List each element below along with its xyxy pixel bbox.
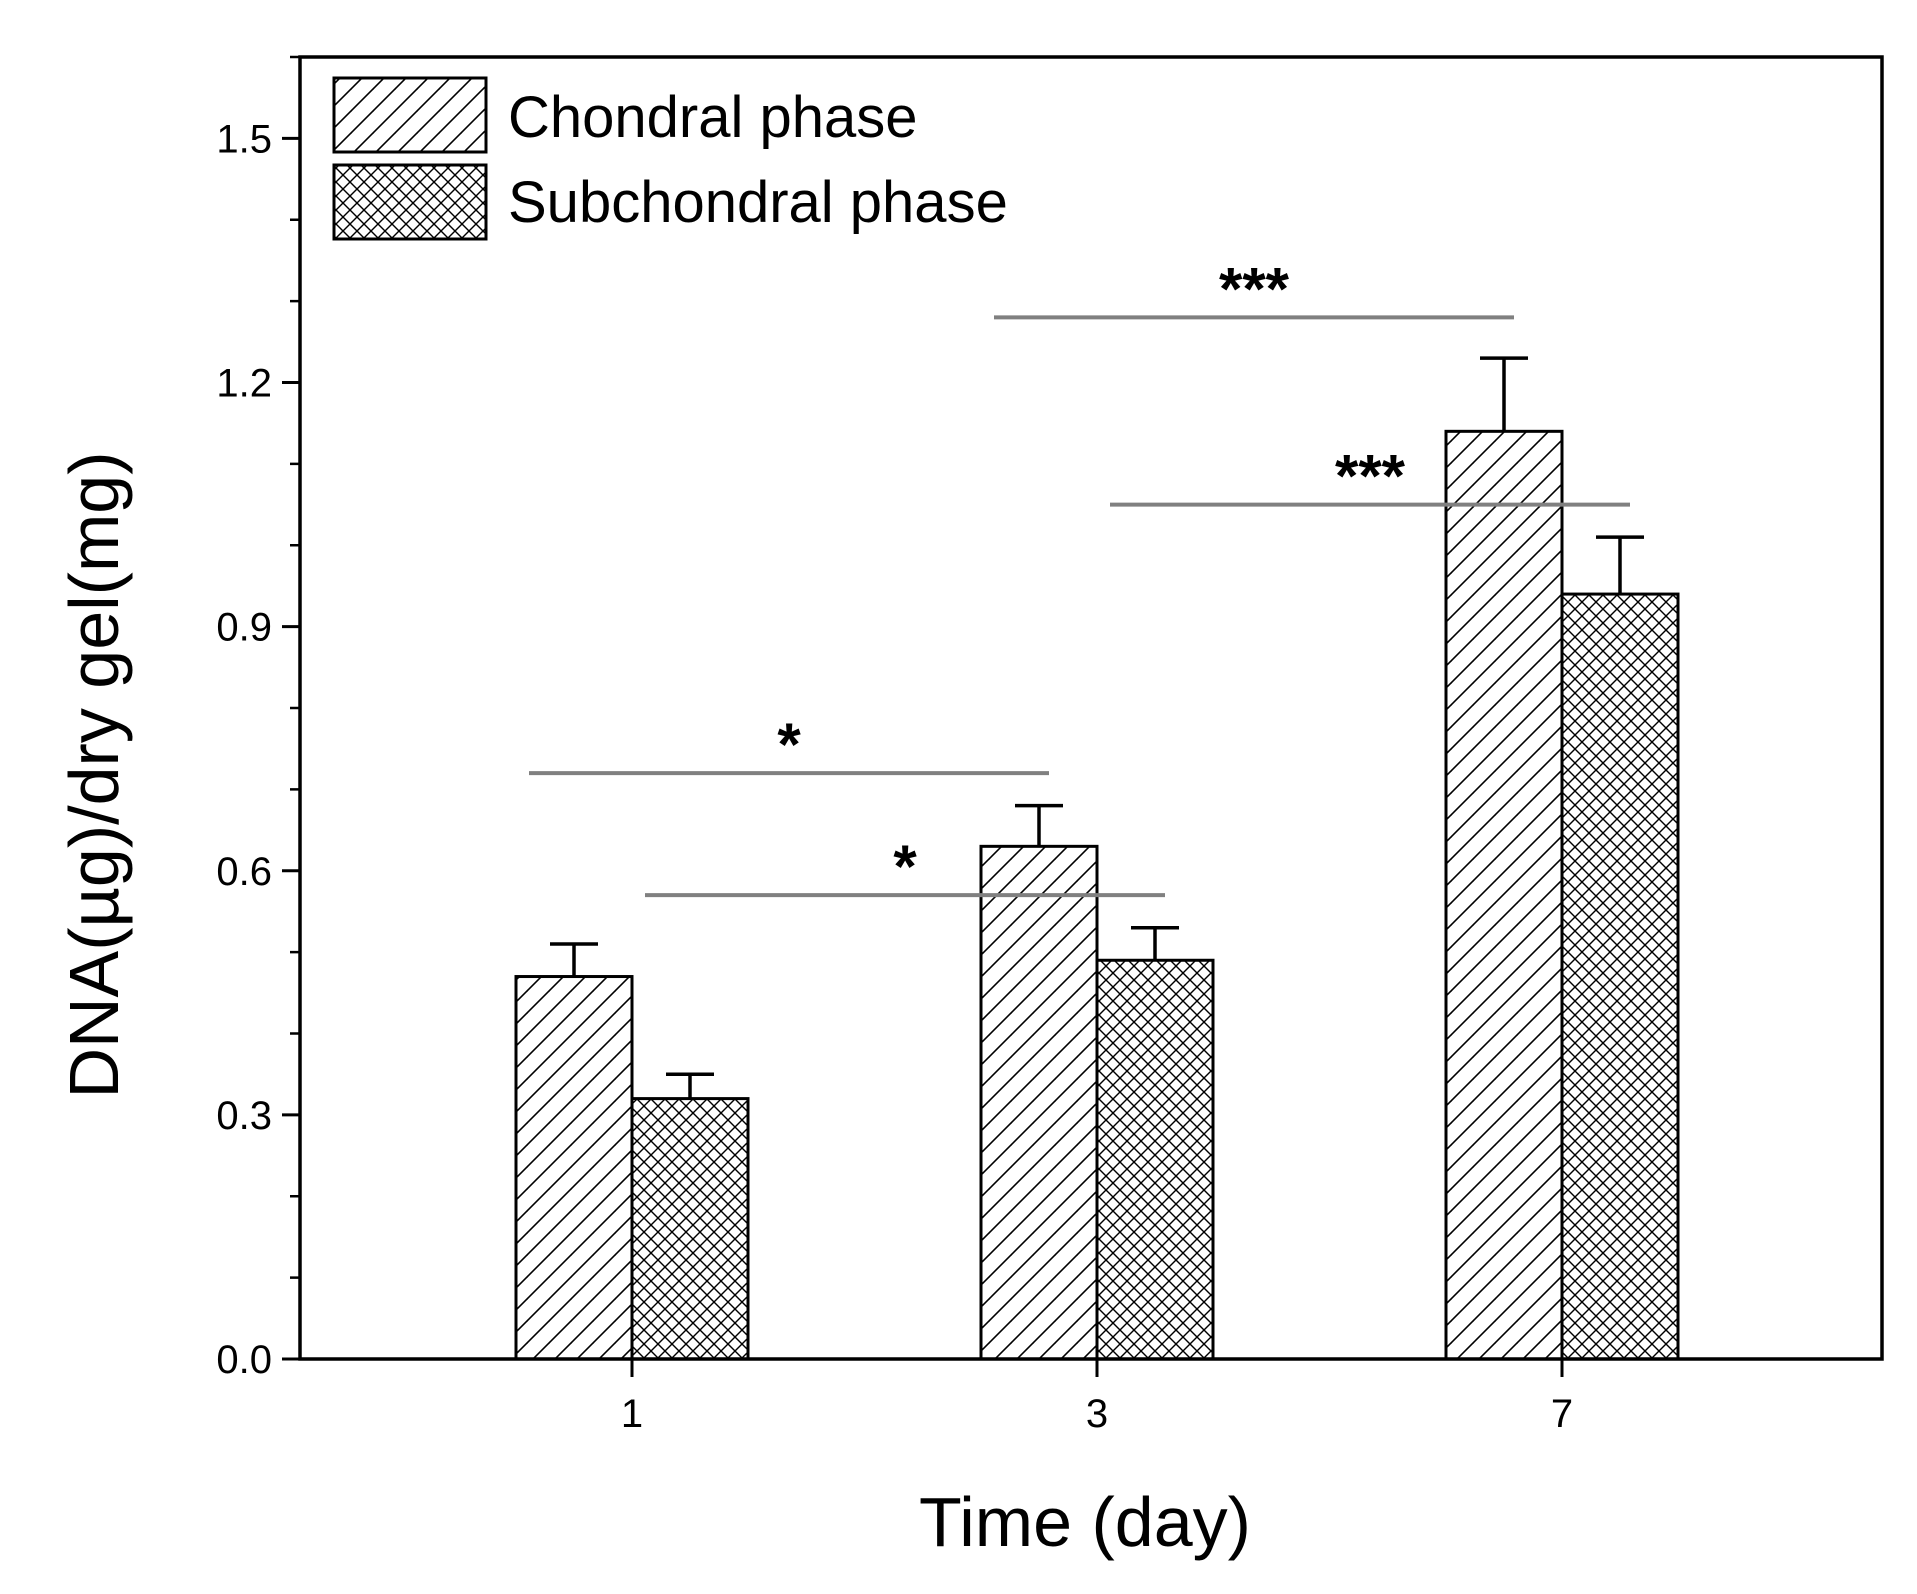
legend-label-subchondral: Subchondral phase	[508, 170, 1008, 235]
legend-label-chondral: Chondral phase	[508, 85, 918, 150]
bar-chondral-day-1	[514, 975, 634, 1361]
legend-item-chondral: Chondral phase	[332, 76, 918, 154]
significance-label-4: ***	[1335, 443, 1406, 510]
x-axis-title: Time (day)	[919, 1483, 1251, 1561]
y-tick-label-0.9: 0.9	[216, 606, 272, 650]
legend-swatch-chondral	[332, 76, 488, 154]
bar-subchondral-day-1	[630, 1097, 750, 1361]
y-tick-label-0.3: 0.3	[216, 1094, 272, 1138]
significance-markers: ********	[529, 255, 1630, 900]
legend: Chondral phase Subchondral phase	[332, 76, 1008, 241]
y-axis-title: DNA(µg)/dry gel(mg)	[55, 451, 133, 1098]
error-bars	[550, 356, 1644, 1099]
x-tick-label-3: 3	[1086, 1392, 1108, 1436]
bar-chondral-day-3	[979, 844, 1099, 1361]
significance-label-1: *	[777, 711, 801, 778]
significance-label-2: *	[893, 833, 917, 900]
y-tick-label-1.5: 1.5	[216, 117, 272, 161]
significance-label-3: ***	[1219, 255, 1290, 322]
y-tick-label-0.6: 0.6	[216, 850, 272, 894]
legend-swatch-subchondral	[332, 163, 488, 241]
legend-item-subchondral: Subchondral phase	[332, 163, 1008, 241]
axes: 0.0 0.3 0.6 0.9 1.2 1.5 1 3 7	[216, 55, 1573, 1436]
y-tick-label-1.2: 1.2	[216, 362, 272, 406]
x-tick-label-1: 1	[621, 1392, 643, 1436]
bar-subchondral-day-3	[1095, 958, 1215, 1361]
bar-subchondral-day-7	[1560, 592, 1680, 1361]
x-tick-label-7: 7	[1551, 1392, 1573, 1436]
bar-chondral-day-7	[1444, 429, 1564, 1361]
y-tick-label-0.0: 0.0	[216, 1338, 272, 1382]
